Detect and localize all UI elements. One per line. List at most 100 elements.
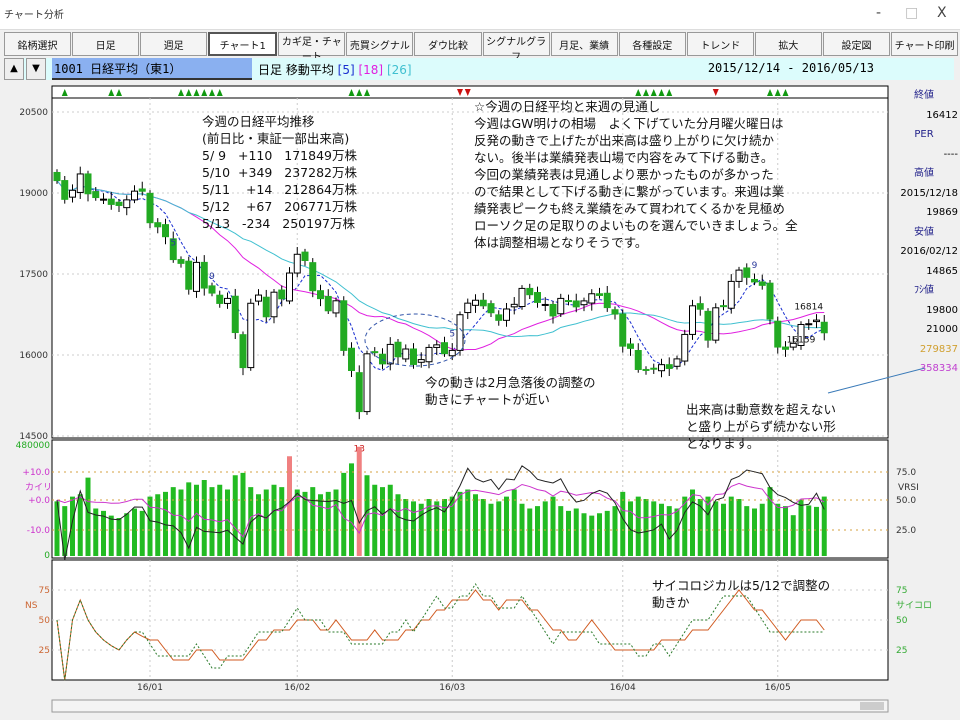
psych-tick-label: 75	[896, 586, 907, 596]
psychological-note: サイコロジカルは5/12で調整の 動きか	[652, 578, 831, 610]
volume-bar	[418, 503, 424, 556]
volume-bar	[643, 499, 649, 556]
volume-bar	[263, 489, 269, 556]
volume-bar	[279, 487, 285, 556]
candle	[479, 299, 487, 307]
volume-bar	[612, 506, 618, 556]
toolbar-button[interactable]: 月足、業績	[550, 32, 618, 56]
toolbar-button[interactable]: 拡大	[754, 32, 822, 56]
candle	[642, 368, 650, 371]
volume-bar	[597, 513, 602, 556]
candle	[441, 342, 448, 355]
candle	[572, 300, 580, 308]
volume-bar	[752, 508, 757, 556]
volume-bar	[124, 513, 130, 556]
toolbar-button[interactable]: トレンド	[686, 32, 754, 56]
ma5-legend: [5]	[337, 63, 355, 77]
volume-bar	[333, 489, 339, 556]
volume-bar	[496, 501, 502, 556]
price-tick-label: 14500	[19, 432, 48, 442]
volume-bar	[240, 472, 246, 556]
sell-signal-icon	[712, 89, 719, 96]
signal-row	[51, 85, 889, 99]
volume-bar	[147, 496, 153, 556]
volume-bar	[767, 487, 773, 556]
volume-bar	[209, 487, 215, 556]
buy-signal-icon	[193, 89, 200, 96]
toolbar-button[interactable]: 日足	[72, 32, 140, 56]
buy-signal-icon	[185, 89, 192, 96]
volume-bar	[194, 484, 199, 556]
toolbar-button[interactable]: 週足	[140, 32, 208, 56]
toolbar-button[interactable]: シグナルグラフ	[482, 32, 550, 63]
date-tick-label: 16/04	[610, 683, 636, 693]
volume-bar	[217, 484, 223, 556]
maximize-button[interactable]: □	[905, 5, 919, 21]
stat-heading: 安値	[914, 226, 934, 238]
candle	[433, 344, 441, 348]
candle	[565, 300, 572, 303]
minimize-button[interactable]: -	[876, 5, 882, 21]
toolbar-button[interactable]: 各種設定	[618, 32, 686, 56]
volume-bar	[635, 496, 641, 556]
candle	[371, 351, 379, 354]
toolbar-button[interactable]: 売買シグナル	[346, 32, 414, 56]
candle	[301, 251, 309, 262]
volume-bar	[457, 491, 463, 556]
volume-bar	[155, 494, 161, 556]
volume-bar	[666, 506, 672, 556]
candle	[503, 308, 510, 321]
volume-bar	[318, 494, 323, 556]
psych-axis-label: サイコロ	[896, 600, 932, 611]
right-info-panel: 終値 16412 PER ---- 高値 2015/12/18 19869 安値 2016/02…	[890, 86, 958, 379]
candle	[650, 367, 658, 370]
volume-bar	[201, 480, 207, 556]
buy-signal-icon	[201, 89, 208, 96]
candle	[820, 321, 828, 334]
buy-signal-icon	[356, 89, 363, 96]
price-annotation-label: 9	[209, 272, 215, 282]
stat-value: 2015/12/18	[900, 187, 958, 199]
psych-tick-label: 25	[896, 646, 907, 656]
candle	[813, 319, 820, 323]
buy-signal-icon	[178, 89, 184, 96]
volume-bar	[705, 496, 711, 556]
sell-signal-icon	[464, 89, 471, 96]
date-tick-label: 16/01	[137, 683, 163, 693]
volume-bar	[178, 489, 184, 556]
prev-stock-button[interactable]: ▲	[4, 58, 24, 80]
candle	[193, 261, 200, 292]
close-button[interactable]: X	[937, 5, 947, 21]
outlook-note: ☆今週の日経平均と来週の見通し 今週はGW明けの相場 よく下げていた分月曜火曜日…	[474, 99, 798, 250]
scrollbar-thumb[interactable]	[860, 702, 884, 710]
volume-bar	[395, 494, 401, 556]
candle	[425, 346, 433, 363]
volume-bar	[542, 501, 548, 556]
toolbar-button[interactable]: チャート印刷	[891, 32, 959, 56]
candle	[689, 305, 696, 335]
volume-bar	[674, 508, 680, 556]
stat-heading: 高値	[914, 168, 934, 179]
volume-bar	[232, 475, 238, 556]
toolbar-button[interactable]: ダウ比較	[414, 32, 482, 56]
toolbar-button[interactable]: 銘柄選択	[4, 32, 72, 56]
stat-value: 19869	[926, 207, 958, 218]
horizontal-scrollbar[interactable]	[51, 699, 889, 713]
similar-pattern-note: 今の動きは2月急落後の調整の 動きにチャートが近い	[425, 375, 596, 407]
buy-signal-icon	[116, 89, 122, 96]
stock-code-name[interactable]: 1001 日経平均（東1）	[52, 58, 252, 80]
volume-bar	[628, 501, 633, 556]
ma26-line	[56, 180, 825, 338]
toolbar-button[interactable]: カギ足・チャート	[278, 32, 346, 63]
next-stock-button[interactable]: ▼	[26, 58, 46, 80]
toolbar-button[interactable]: チャート1	[208, 32, 278, 56]
volume-bar	[434, 501, 440, 556]
volume-bar	[806, 505, 812, 556]
candle	[658, 364, 665, 372]
volume-bar	[651, 501, 657, 556]
candle	[107, 198, 115, 205]
toolbar-button[interactable]: 設定図	[822, 32, 891, 56]
candle	[472, 299, 479, 306]
candle	[743, 267, 751, 278]
info-bar: 1001 日経平均（東1） 日足 移動平均 [5] [18] [26] 2015…	[4, 58, 954, 80]
